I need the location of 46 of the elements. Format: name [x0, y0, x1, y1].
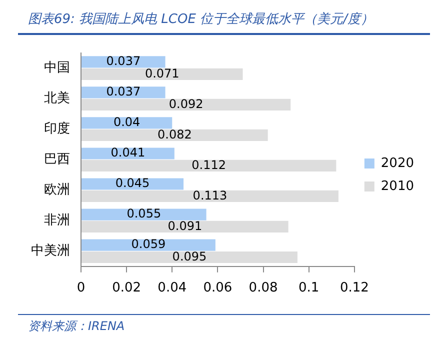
x-tick-label: 0 — [76, 280, 86, 296]
data-label: 0.092 — [168, 96, 204, 111]
data-label: 0.082 — [157, 127, 192, 142]
bar — [82, 208, 206, 220]
y-tick-label: 北美 — [44, 90, 70, 106]
bar — [82, 117, 172, 129]
data-label: 0.04 — [113, 115, 140, 130]
bar — [82, 178, 184, 190]
y-tick-label: 巴西 — [44, 152, 70, 167]
y-tick-label: 中国 — [44, 60, 70, 76]
bar — [82, 56, 166, 68]
data-label: 0.037 — [106, 54, 141, 68]
bar — [82, 129, 268, 141]
x-tick-label: 0.02 — [112, 280, 142, 296]
bar — [82, 98, 291, 110]
legend-label: 2020 — [380, 156, 414, 171]
bar — [82, 148, 174, 160]
x-tick-label: 0.1 — [298, 280, 320, 296]
bar — [82, 190, 338, 202]
data-label: 0.095 — [172, 249, 207, 264]
data-label: 0.045 — [115, 176, 150, 190]
legend-label: 2010 — [380, 178, 414, 194]
y-tick-label: 中美洲 — [31, 242, 70, 259]
data-label: 0.037 — [106, 84, 141, 99]
data-label: 0.071 — [144, 66, 180, 80]
bar — [82, 239, 216, 251]
bar — [82, 68, 243, 80]
data-label: 0.041 — [110, 146, 146, 160]
x-tick-label: 0.08 — [248, 280, 278, 296]
data-label: 0.059 — [131, 237, 166, 252]
x-tick-label: 0.04 — [158, 280, 187, 296]
data-label: 0.091 — [168, 218, 202, 233]
y-tick-label: 欧洲 — [44, 182, 70, 198]
text: 资料来源：IRENA — [28, 319, 125, 333]
data-label: 0.055 — [126, 206, 162, 221]
bar — [82, 220, 288, 233]
data-label: 0.112 — [192, 158, 226, 172]
x-tick-label: 0.06 — [203, 280, 232, 296]
y-tick-label: 非洲 — [44, 213, 70, 228]
data-label: 0.113 — [192, 188, 228, 202]
chart-title: 图表69: 我国陆上风电 LCOE 位于全球最低水平（美元/度） — [28, 11, 374, 28]
bar — [82, 86, 166, 98]
x-tick-label: 0.12 — [340, 280, 369, 296]
bar — [82, 251, 298, 264]
y-tick-label: 印度 — [44, 120, 70, 136]
bar — [82, 160, 336, 172]
